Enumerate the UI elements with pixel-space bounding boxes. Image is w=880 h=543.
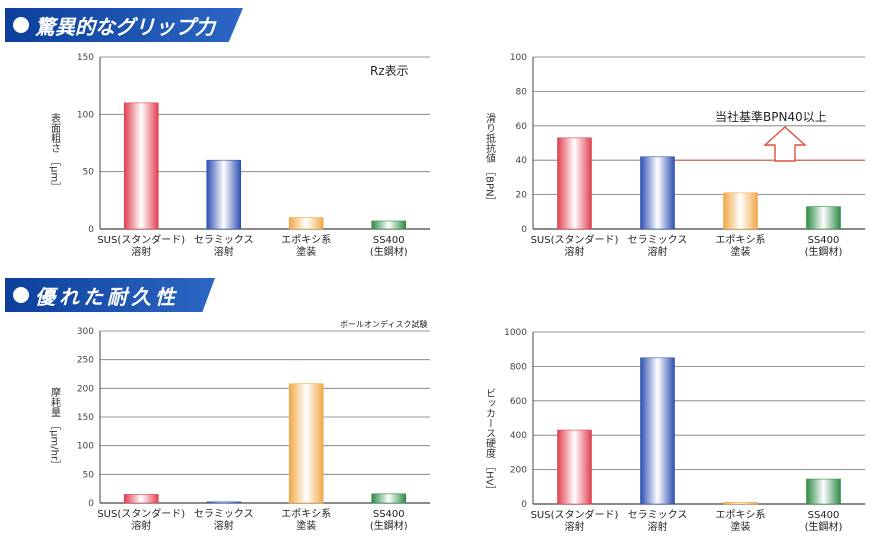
bar xyxy=(371,493,407,504)
x-category-label: エポキシ系 xyxy=(716,234,766,246)
section-banner-durability: 優れた耐久性 xyxy=(5,278,215,312)
x-category-label: エポキシ系 xyxy=(716,509,766,521)
x-category-label: 塗装 xyxy=(296,519,316,532)
y-tick-label: 100 xyxy=(77,110,94,120)
x-category-label: SS400 xyxy=(808,510,840,521)
y-tick-label: 20 xyxy=(516,191,528,201)
y-tick-label: 800 xyxy=(510,362,527,372)
y-tick-label: 60 xyxy=(516,122,528,132)
x-category-label: 塗装 xyxy=(296,245,316,258)
bar xyxy=(206,159,242,230)
y-tick-label: 100 xyxy=(510,53,527,63)
y-tick-label: 200 xyxy=(77,384,94,394)
y-tick-label: 50 xyxy=(83,168,95,178)
y-tick-label: 100 xyxy=(77,442,94,452)
bullet-icon xyxy=(13,17,29,33)
vickers-hardness-chart: 0 200 400 600 800 1000 ビッカース硬度 ［HV］ SUS(スタンダード)… xyxy=(484,328,865,533)
bar xyxy=(123,494,159,504)
section-title-durability: 優れた耐久性 xyxy=(35,284,179,309)
bar xyxy=(806,478,841,505)
x-category-label: SUS(スタンダード) xyxy=(97,507,185,520)
x-category-label: (生鋼材) xyxy=(805,245,843,258)
y-tick-label: 150 xyxy=(77,53,94,63)
x-category-label: 溶射 xyxy=(131,519,151,532)
bar xyxy=(723,501,758,505)
bar xyxy=(806,206,841,230)
x-category-label: 溶射 xyxy=(214,245,234,258)
y-tick-label: 200 xyxy=(510,466,527,476)
x-category-label: 塗装 xyxy=(731,520,751,533)
y-axis-label: 表面粗さ ［μm］ xyxy=(49,112,61,192)
x-category-label: 溶射 xyxy=(131,245,151,258)
x-category-label: (生鋼材) xyxy=(805,520,843,533)
bar xyxy=(557,429,592,505)
y-tick-label: 300 xyxy=(77,327,94,337)
bar xyxy=(723,192,758,230)
up-arrow-icon xyxy=(763,126,807,162)
x-category-label: セラミックス xyxy=(194,508,254,520)
y-tick-label: 40 xyxy=(516,156,528,166)
x-category-label: エポキシ系 xyxy=(281,508,331,520)
bar xyxy=(206,501,242,504)
section-banner-grip: 驚異的なグリップ力 xyxy=(5,8,243,42)
x-category-label: 溶射 xyxy=(648,520,668,533)
bar xyxy=(288,217,324,230)
y-axis-label: 摩耗量 ［μm/hr］ xyxy=(49,386,61,470)
x-category-label: セラミックス xyxy=(628,509,688,521)
wear-amount-chart: 0 50 100 150 200 250 300 摩耗量 ［μm/hr］ SUS(スタンダード)… xyxy=(49,319,430,532)
x-category-label: SS400 xyxy=(373,235,405,246)
y-tick-label: 50 xyxy=(83,470,95,480)
y-tick-label: 600 xyxy=(510,397,527,407)
y-tick-label: 150 xyxy=(77,413,94,423)
y-tick-label: 0 xyxy=(88,499,94,509)
chart-annotation: ボールオンディスク試験 xyxy=(340,319,427,329)
x-category-label: 溶射 xyxy=(565,520,585,533)
x-category-label: 溶射 xyxy=(214,519,234,532)
bar xyxy=(288,383,324,504)
bar xyxy=(371,220,407,230)
x-category-label: セラミックス xyxy=(194,234,254,246)
bar xyxy=(640,357,675,505)
x-category-label: (生鋼材) xyxy=(370,245,408,258)
x-category-label: SS400 xyxy=(808,235,840,246)
chart-annotation: 当社基準BPN40以上 xyxy=(715,109,827,124)
y-axis-label: 滑り抵抗値 ［BPN］ xyxy=(484,113,496,207)
x-category-label: 塗装 xyxy=(731,245,751,258)
x-category-label: エポキシ系 xyxy=(281,234,331,246)
x-category-label: 溶射 xyxy=(648,245,668,258)
bar xyxy=(123,102,159,230)
bar xyxy=(640,156,675,230)
y-tick-label: 1000 xyxy=(504,328,527,338)
y-axis-label: ビッカース硬度 ［HV］ xyxy=(484,388,496,496)
chart-annotation: Rz表示 xyxy=(370,64,409,78)
bar xyxy=(557,137,592,230)
y-tick-label: 0 xyxy=(521,225,527,235)
x-category-label: セラミックス xyxy=(628,234,688,246)
x-category-label: SUS(スタンダード) xyxy=(531,233,619,246)
x-category-label: SUS(スタンダード) xyxy=(531,508,619,521)
section-title-grip: 驚異的なグリップ力 xyxy=(35,14,215,39)
y-tick-label: 0 xyxy=(88,225,94,235)
bullet-icon xyxy=(13,287,29,303)
x-category-label: 溶射 xyxy=(565,245,585,258)
y-tick-label: 400 xyxy=(510,431,527,441)
y-tick-label: 80 xyxy=(516,87,528,97)
x-category-label: SUS(スタンダード) xyxy=(97,233,185,246)
x-category-label: (生鋼材) xyxy=(370,519,408,532)
x-category-label: SS400 xyxy=(373,509,405,520)
y-tick-label: 0 xyxy=(521,500,527,510)
y-tick-label: 250 xyxy=(77,356,94,366)
